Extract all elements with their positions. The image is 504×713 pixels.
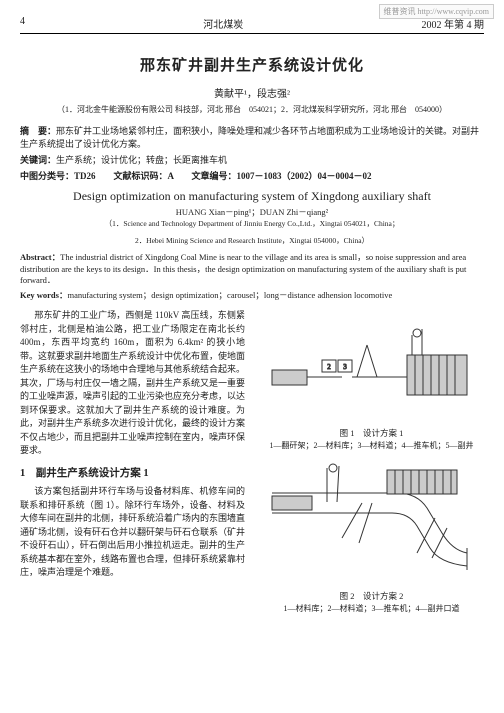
para-2: 该方案包括副井环行车场与设备材料库、机修车间的联系和排矸系统（图 1）。除环行车… xyxy=(20,485,245,580)
figure-1: 2 3 图 1 设计方案 1 1—翻矸架；2—材料库；3—材料道；4—推车机；5… xyxy=(259,315,484,452)
keywords-zh: 关键词：生产系统；设计优化；转盘；长距离推车机 xyxy=(20,154,484,167)
keywords-zh-text: 生产系统；设计优化；转盘；长距离推车机 xyxy=(56,155,227,165)
keywords-en-label: Key words： xyxy=(20,290,67,300)
abstract-zh-label: 摘 要： xyxy=(20,126,56,136)
classification-line: 中图分类号：TD26 文献标识码：A 文章编号：1007－1083（2002）0… xyxy=(20,170,484,183)
figure-1-caption: 图 1 设计方案 1 xyxy=(259,427,484,440)
journal-name: 河北煤炭 xyxy=(203,16,243,31)
authors-en: HUANG Xian－ping¹；DUAN Zhi－qiang² xyxy=(20,206,484,218)
svg-text:2: 2 xyxy=(327,363,331,371)
para-1: 邢东矿井的工业广场，西侧是 110kV 高压线，东侧紧邻村庄，北侧是柏油公路，把… xyxy=(20,309,245,458)
affiliation-en-1: （1．Science and Technology Department of … xyxy=(20,218,484,229)
abstract-en-label: Abstract： xyxy=(20,252,60,262)
abstract-en-text: The industrial district of Xingdong Coal… xyxy=(20,252,466,285)
column-left: 邢东矿井的工业广场，西侧是 110kV 高压线，东侧紧邻村庄，北侧是柏油公路，把… xyxy=(20,309,245,619)
figure-2-svg xyxy=(267,458,477,588)
page: 维普资讯 http://www.cqvip.com 4 河北煤炭 2002 年第… xyxy=(0,0,504,713)
column-right: 2 3 图 1 设计方案 1 1—翻矸架；2—材料库；3—材料道；4—推车机；5… xyxy=(259,309,484,619)
affiliation-en-2: 2．Hebei Mining Science and Research Inst… xyxy=(20,235,484,246)
abstract-zh: 摘 要：邢东矿井工业场地紧邻村庄，面积狭小，降噪处理和减少各环节占地面积成为工业… xyxy=(20,125,484,151)
authors-zh: 黄献平¹，段志强² xyxy=(20,85,484,100)
keywords-en-text: manufacturing system；design optimization… xyxy=(67,290,392,300)
keywords-en: Key words：manufacturing system；design op… xyxy=(20,290,484,301)
title-zh: 邢东矿井副井生产系统设计优化 xyxy=(20,54,484,75)
watermark: 维普资讯 http://www.cqvip.com xyxy=(379,4,494,19)
figure-1-legend: 1—翻矸架；2—材料库；3—材料道；4—推车机；5—副井 xyxy=(259,440,484,452)
body-columns: 邢东矿井的工业广场，西侧是 110kV 高压线，东侧紧邻村庄，北侧是柏油公路，把… xyxy=(20,309,484,619)
abstract-zh-text: 邢东矿井工业场地紧邻村庄，面积狭小，降噪处理和减少各环节占地面积成为工业场地设计… xyxy=(20,126,479,149)
figure-2-legend: 1—材料库；2—材料道；3—推车机；4—副井口道 xyxy=(259,603,484,615)
classification-text: 中图分类号：TD26 文献标识码：A 文章编号：1007－1083（2002）0… xyxy=(20,171,372,181)
affiliation-zh: （1．河北金牛能源股份有限公司 科技部，河北 邢台 054021；2．河北煤炭科… xyxy=(20,104,484,115)
figure-2-caption: 图 2 设计方案 2 xyxy=(259,590,484,603)
section-1-heading: 1 副井生产系统设计方案 1 xyxy=(20,466,245,482)
page-number: 4 xyxy=(20,16,25,31)
abstract-en: Abstract：The industrial district of Xing… xyxy=(20,252,484,286)
title-en: Design optimization on manufacturing sys… xyxy=(20,189,484,204)
figure-1-svg: 2 3 xyxy=(267,315,477,425)
keywords-zh-label: 关键词： xyxy=(20,155,56,165)
svg-text:3: 3 xyxy=(343,363,347,371)
figure-2: 图 2 设计方案 2 1—材料库；2—材料道；3—推车机；4—副井口道 xyxy=(259,458,484,615)
